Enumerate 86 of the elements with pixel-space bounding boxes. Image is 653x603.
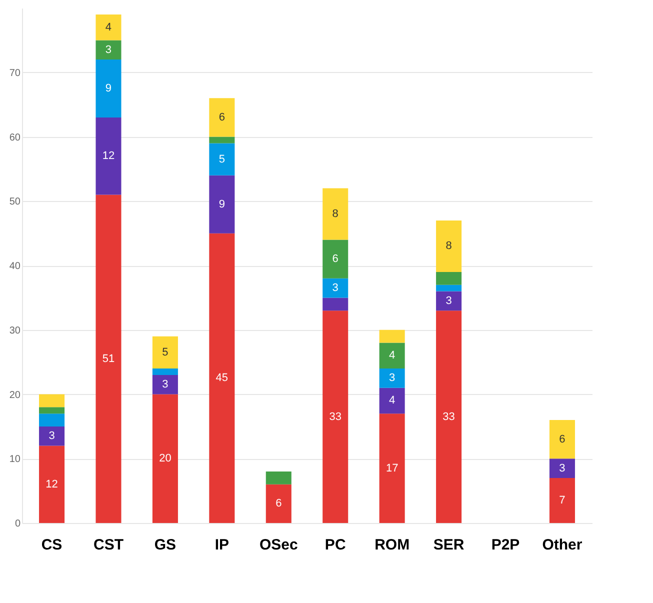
data-label: 33 (442, 410, 455, 423)
bar (209, 175, 235, 234)
y-tick-label: 10 (9, 454, 21, 466)
data-label: 8 (332, 208, 338, 220)
bar (209, 98, 235, 137)
bar (39, 394, 65, 408)
bar (266, 484, 292, 523)
x-tick-label: IP (214, 536, 230, 554)
data-label: 9 (218, 198, 225, 210)
y-tick-label: 30 (9, 325, 21, 336)
data-label: 9 (105, 82, 112, 94)
data-label: 3 (162, 378, 168, 391)
x-tick-label: CST (93, 536, 124, 554)
bar (436, 220, 462, 272)
bar (379, 414, 405, 523)
bar (549, 420, 575, 459)
data-label: 3 (332, 282, 338, 294)
bar (209, 136, 235, 144)
bar (379, 368, 405, 388)
bar (322, 278, 348, 298)
data-label: 4 (389, 394, 396, 407)
data-label: 3 (446, 294, 452, 307)
bar (39, 446, 65, 523)
bar (379, 388, 405, 414)
bar (549, 478, 575, 523)
data-label: 3 (48, 430, 55, 442)
bar (152, 374, 178, 394)
bar (96, 40, 122, 60)
bar (152, 394, 178, 523)
data-label: 45 (216, 372, 228, 384)
bar (96, 194, 122, 523)
data-label: 3 (389, 372, 396, 384)
x-tick-label: SER (433, 536, 464, 554)
data-label: 17 (386, 462, 398, 474)
x-tick-label: OSec (259, 536, 298, 554)
data-label: 7 (559, 494, 566, 506)
bar (436, 291, 462, 311)
bar (209, 233, 235, 523)
bar (209, 143, 235, 176)
bar (322, 240, 348, 278)
bar (96, 14, 122, 40)
data-label: 6 (276, 498, 282, 510)
y-tick-label: 50 (9, 196, 21, 208)
x-tick-label: PC (324, 536, 346, 554)
data-label: 4 (389, 350, 396, 362)
bar (96, 117, 122, 195)
x-tick-label: CS (41, 536, 62, 554)
y-tick-label: 0 (14, 518, 21, 530)
data-label: 12 (46, 478, 58, 490)
data-label: 51 (102, 352, 115, 365)
data-label: 20 (159, 452, 172, 465)
data-label: 6 (332, 253, 338, 266)
bar (436, 284, 462, 292)
bar (152, 336, 178, 368)
data-label: 5 (162, 346, 168, 358)
y-tick-label: 40 (9, 261, 21, 272)
y-tick-label: 60 (9, 132, 21, 144)
bar (322, 298, 348, 311)
x-tick-label: GS (154, 536, 176, 554)
data-label: 3 (105, 44, 112, 56)
bar (152, 368, 178, 375)
y-tick-label: 70 (9, 68, 21, 79)
bar (379, 330, 405, 343)
bar (96, 60, 122, 118)
data-label: 6 (218, 111, 225, 124)
x-tick-label: P2P (491, 536, 520, 554)
data-label: 8 (446, 240, 452, 252)
data-label: 12 (102, 150, 115, 162)
data-label: 33 (329, 410, 342, 423)
data-label: 6 (559, 433, 566, 446)
bar (39, 407, 65, 414)
bar (379, 342, 405, 368)
bar (322, 188, 348, 240)
x-tick-label: ROM (374, 536, 410, 554)
bar (436, 272, 462, 285)
x-tick-label: Other (542, 536, 582, 554)
bar (322, 310, 348, 523)
data-label: 5 (218, 153, 225, 166)
bar (39, 414, 65, 426)
bar (266, 472, 292, 484)
y-tick-label: 20 (9, 390, 21, 401)
bar (39, 426, 65, 446)
data-label: 3 (559, 462, 566, 474)
bar (549, 458, 575, 478)
data-label: 4 (105, 21, 112, 34)
bar (436, 310, 462, 523)
